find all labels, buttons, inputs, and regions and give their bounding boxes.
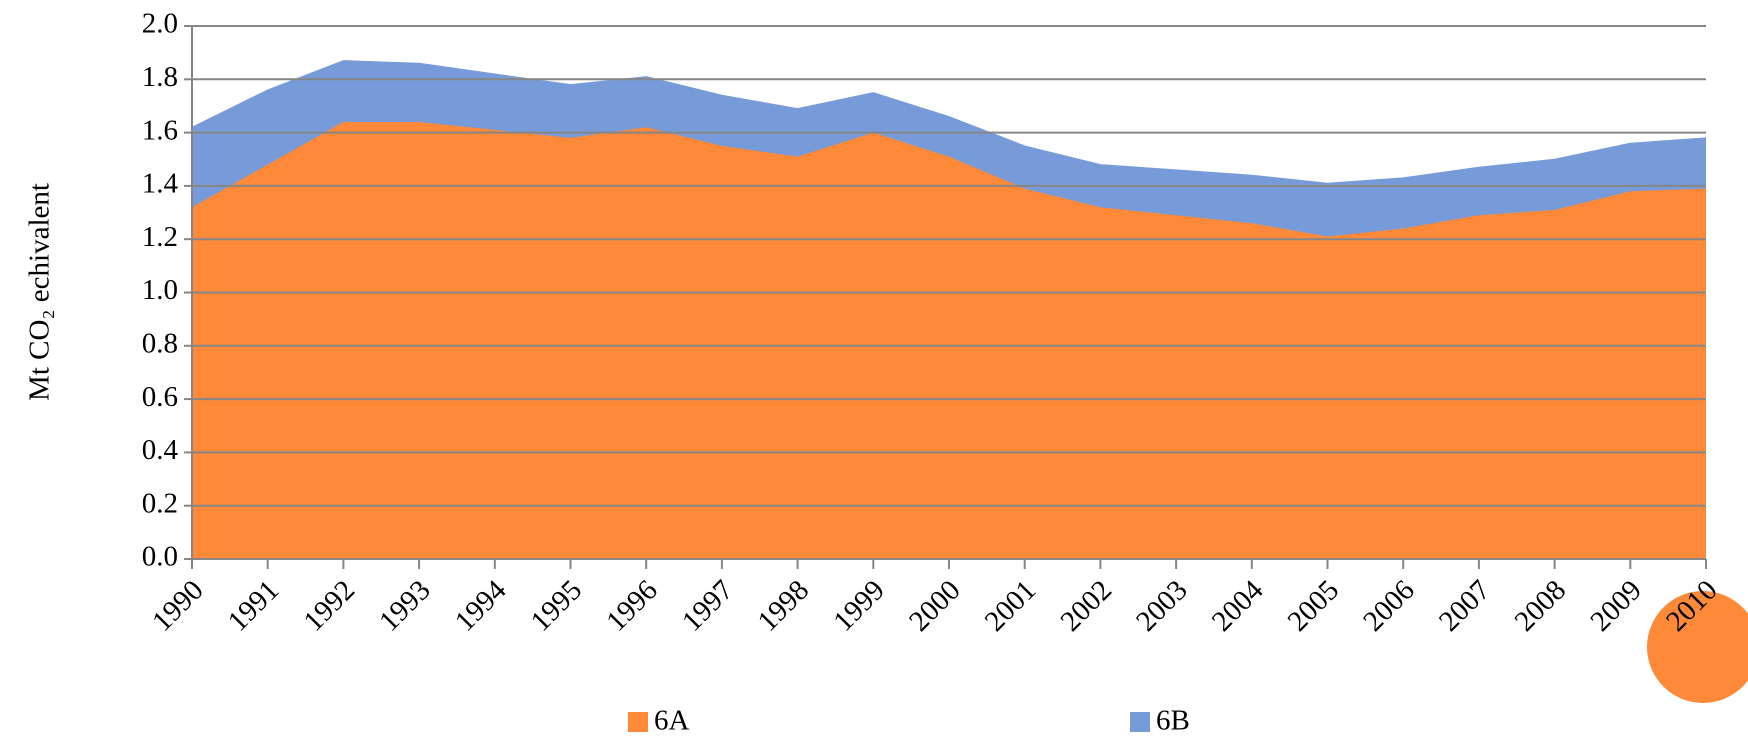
y-tick-label: 0.6	[142, 381, 178, 413]
area-fill	[192, 121, 1706, 559]
y-tick-label: 0.8	[142, 327, 178, 359]
x-tick-label: 2007	[1433, 574, 1497, 638]
x-tick-label: 1993	[373, 574, 437, 638]
y-tick-label: 1.0	[142, 274, 178, 306]
x-tick-label: 1992	[297, 574, 361, 638]
y-tick-label: 0.4	[142, 434, 179, 466]
x-tick-label: 2005	[1282, 574, 1346, 638]
y-tick-label: 1.6	[142, 114, 178, 146]
y-tick-label: 1.2	[142, 221, 178, 253]
y-tick-label: 1.4	[142, 168, 179, 200]
legend-swatch	[628, 712, 648, 732]
y-tick-label: 1.8	[142, 61, 178, 93]
y-tick-label: 0.0	[142, 541, 178, 573]
x-tick-label: 1994	[449, 574, 513, 638]
y-axis-label: Mt CO₂ echivalent	[24, 183, 56, 401]
x-tick-label: 2001	[979, 574, 1043, 638]
x-tick-label: 1995	[525, 574, 589, 638]
x-tick-label: 1990	[146, 574, 210, 638]
x-tick-label: 2003	[1130, 574, 1194, 638]
area-edge	[191, 60, 1707, 184]
x-tick-label: 2000	[903, 574, 967, 638]
x-tick-label: 1991	[222, 574, 286, 638]
x-tick-label: 1996	[600, 574, 664, 638]
y-tick-label: 2.0	[142, 8, 178, 40]
highlight-circle	[1647, 591, 1748, 703]
x-tick-label: 2009	[1584, 574, 1648, 638]
x-tick-label: 2008	[1509, 574, 1573, 638]
x-tick-label: 2004	[1206, 574, 1270, 638]
x-tick-label: 1999	[827, 574, 891, 638]
x-tick-label: 2006	[1357, 574, 1421, 638]
area-fill	[192, 60, 1706, 237]
legend-label: 6A	[654, 705, 690, 737]
legend-swatch	[1130, 712, 1150, 732]
y-tick-label: 0.2	[142, 487, 178, 519]
x-tick-label: 1998	[752, 574, 816, 638]
legend-label: 6B	[1156, 705, 1190, 737]
x-tick-label: 2002	[1054, 574, 1118, 638]
x-tick-label: 1997	[676, 574, 740, 638]
